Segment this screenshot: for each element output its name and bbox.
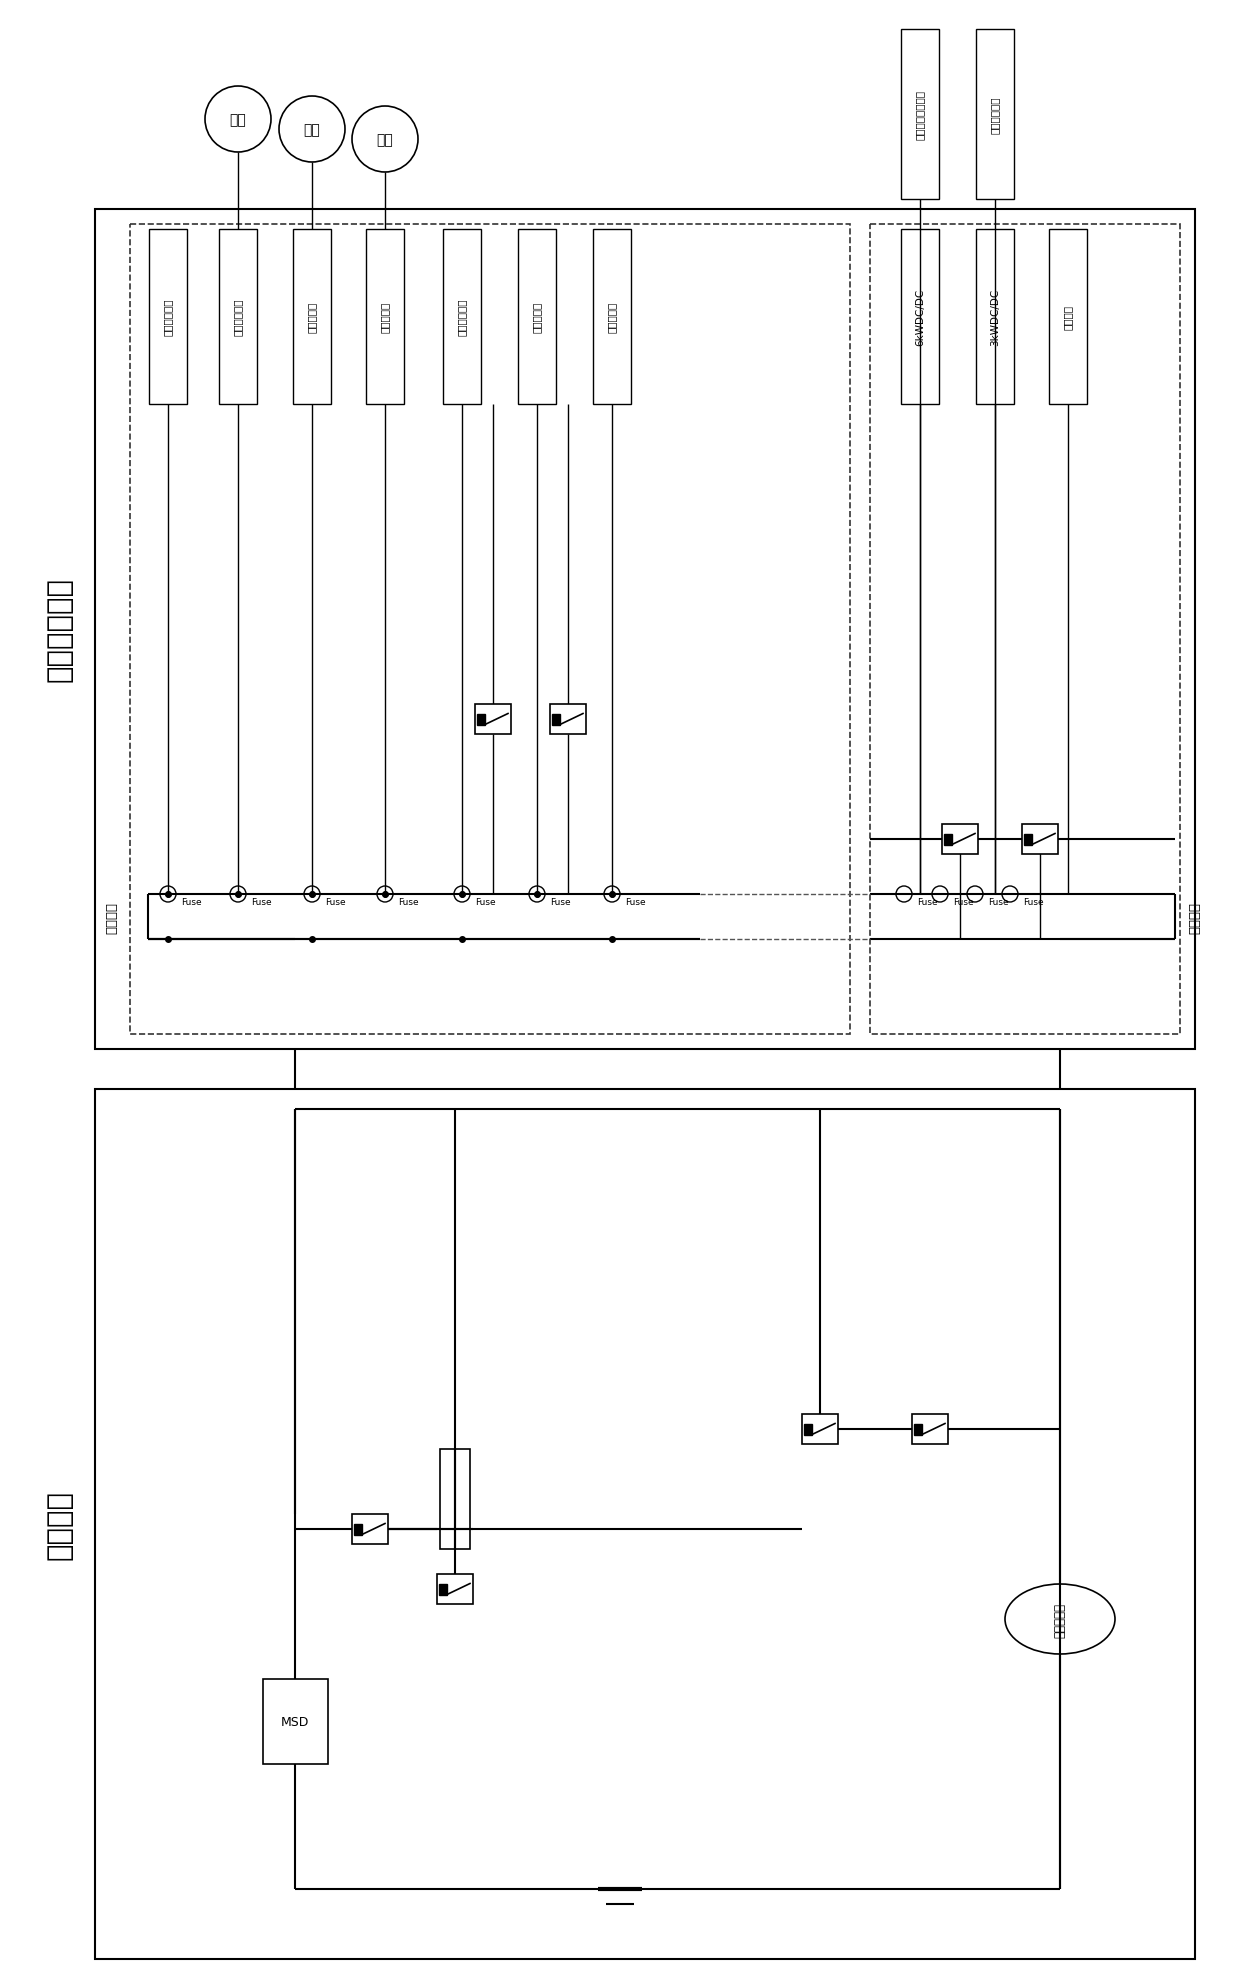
Bar [1024,834,1032,844]
Bar [443,230,481,404]
Bar [901,30,939,200]
Bar [518,230,556,404]
Bar [1022,825,1058,854]
Text: Fuse: Fuse [181,898,202,906]
Text: 电机: 电机 [229,113,247,127]
Text: 油泵: 油泵 [304,123,320,137]
Text: Fuse: Fuse [551,898,570,906]
Text: Fuse: Fuse [1023,898,1044,906]
Text: Fuse: Fuse [325,898,346,906]
Text: 第一回路: 第一回路 [1188,902,1202,934]
Bar [440,1449,470,1550]
Bar [552,714,560,725]
Text: 燃料电池接口: 燃料电池接口 [162,299,174,337]
Text: 空调接口: 空调接口 [1063,305,1073,329]
Text: 油泵控制器: 油泵控制器 [308,301,317,333]
Text: 气泵: 气泵 [377,133,393,147]
Text: Fuse: Fuse [988,898,1008,906]
Bar [95,210,1195,1050]
Text: 低压配电系统: 低压配电系统 [990,97,999,133]
Bar [263,1679,327,1764]
Text: 燃料电池冷却系统: 燃料电池冷却系统 [915,89,925,141]
Bar [914,1423,923,1435]
Text: Fuse: Fuse [250,898,272,906]
Text: Fuse: Fuse [398,898,419,906]
Bar [149,230,187,404]
Bar [1049,230,1087,404]
Bar [870,224,1180,1035]
Bar [551,706,587,735]
Bar [439,1584,446,1596]
Bar [475,706,511,735]
Text: 气泵控制器: 气泵控制器 [379,301,391,333]
Bar [976,30,1014,200]
Text: 集成控制装置: 集成控制装置 [46,577,74,682]
Text: 6kWDC/DC: 6kWDC/DC [915,289,925,347]
Bar [804,1423,812,1435]
Text: MSD: MSD [280,1714,309,1728]
Text: 3kWDC/DC: 3kWDC/DC [990,289,999,347]
Text: Fuse: Fuse [625,898,646,906]
Bar [219,230,257,404]
Text: 电流传感器: 电流传感器 [1054,1601,1066,1637]
Bar [942,825,978,854]
Bar [130,224,849,1035]
Text: Fuse: Fuse [954,898,973,906]
Bar [593,230,631,404]
Text: Fuse: Fuse [918,898,937,906]
Bar [911,1415,949,1445]
Bar [353,1524,362,1534]
Bar [293,230,331,404]
Bar [436,1574,472,1603]
Bar [366,230,404,404]
Text: 电除磁接口: 电除磁接口 [532,301,542,333]
Text: Fuse: Fuse [475,898,496,906]
Bar [802,1415,838,1445]
Bar [95,1090,1195,1958]
Bar [976,230,1014,404]
Text: 电暖风接口: 电暖风接口 [608,301,618,333]
Text: 电机控制接口: 电机控制接口 [233,299,243,337]
Text: 气泵冷却接口: 气泵冷却接口 [458,299,467,337]
Bar [477,714,485,725]
Bar [352,1514,388,1544]
Text: 第三回路: 第三回路 [105,902,119,934]
Bar [944,834,952,844]
Text: 动力电池: 动力电池 [46,1488,74,1560]
Bar [901,230,939,404]
